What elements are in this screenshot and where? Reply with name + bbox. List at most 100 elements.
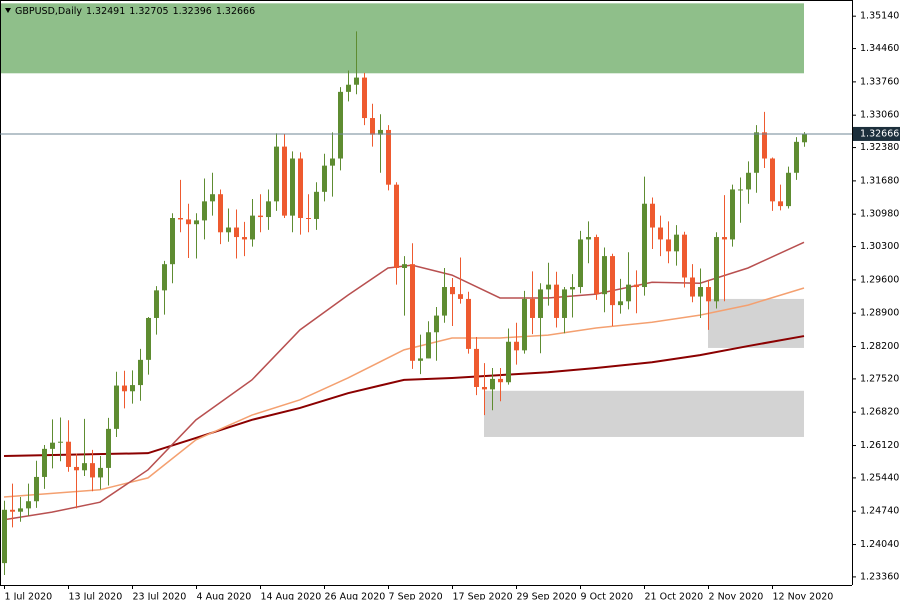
candle-body — [706, 287, 711, 302]
candle-body — [546, 284, 551, 290]
candle-body — [146, 317, 151, 360]
candle-body — [194, 220, 199, 225]
close-price: 1.32666 — [216, 6, 255, 17]
candle-body — [378, 129, 383, 135]
candle-body — [42, 448, 47, 477]
candle-body — [130, 385, 135, 392]
y-tick-label: 1.28200 — [860, 341, 899, 352]
candle-body — [114, 385, 119, 429]
low-price: 1.32396 — [173, 6, 212, 17]
candle-body — [674, 234, 679, 252]
y-tick-label: 1.24040 — [860, 539, 899, 550]
candle-body — [474, 348, 479, 387]
x-tick-label: 13 Jul 2020 — [69, 592, 123, 600]
y-tick-label: 1.26120 — [860, 440, 899, 451]
candle-body — [322, 165, 327, 192]
header-text: GBPUSD,Daily 1.32491 1.32705 1.32396 1.32666 — [15, 6, 255, 17]
candle-body — [82, 463, 87, 471]
candle-body — [394, 184, 399, 268]
candle-body — [178, 218, 183, 220]
candle-body — [362, 77, 367, 119]
candle-body — [10, 509, 15, 512]
moving-average — [3, 241, 805, 521]
candle-body — [226, 227, 231, 233]
candle-body — [442, 287, 447, 316]
candle-body — [50, 442, 55, 449]
candle-body — [602, 256, 607, 295]
candle-body — [506, 341, 511, 383]
candle-body — [682, 234, 687, 278]
x-tick-label: 17 Sep 2020 — [453, 592, 513, 600]
x-tick-label: 21 Oct 2020 — [645, 592, 704, 600]
candle-body — [298, 158, 303, 219]
candle-body — [802, 133, 807, 143]
high-price: 1.32705 — [129, 6, 168, 17]
candle-body — [450, 287, 455, 295]
candle-body — [258, 215, 263, 218]
candle-body — [730, 189, 735, 240]
candle-body — [650, 203, 655, 228]
candle-body — [98, 467, 103, 478]
candle-body — [418, 358, 423, 361]
y-tick-label: 1.33060 — [860, 110, 899, 121]
x-tick-label: 14 Aug 2020 — [261, 592, 322, 600]
menu-arrow[interactable] — [5, 8, 11, 13]
candle-body — [338, 91, 343, 159]
candle-body — [714, 237, 719, 302]
candle-body — [274, 146, 279, 202]
y-tick-label: 1.34460 — [860, 43, 899, 54]
candle-body — [570, 287, 575, 290]
price-tag — [853, 126, 900, 141]
candle-body — [522, 298, 527, 351]
candle-body — [66, 441, 71, 467]
candle-body — [154, 290, 159, 318]
candle-body — [778, 201, 783, 207]
candle-body — [690, 277, 695, 297]
candle-body — [610, 256, 615, 306]
candle-body — [562, 289, 567, 318]
y-tick-label: 1.30300 — [860, 241, 899, 252]
candle-body — [170, 218, 175, 265]
candle-body — [314, 191, 319, 219]
candle-body — [458, 294, 463, 299]
candle-body — [242, 237, 247, 240]
candle-body — [466, 298, 471, 349]
candle-body — [234, 227, 239, 238]
candle-body — [218, 194, 223, 233]
candle-body — [698, 287, 703, 297]
zone — [484, 390, 804, 437]
candle-body — [634, 284, 639, 288]
open-price: 1.32491 — [86, 6, 125, 17]
zone — [0, 3, 804, 74]
x-tick-label: 4 Aug 2020 — [197, 592, 252, 600]
candle-body — [282, 146, 287, 216]
candle-body — [786, 172, 791, 207]
y-tick-label: 1.29600 — [860, 274, 899, 285]
candle-body — [106, 428, 111, 468]
candle-body — [658, 227, 663, 240]
candle-body — [426, 332, 431, 359]
candle-body — [346, 84, 351, 92]
candle-body — [530, 298, 535, 318]
y-tick-label: 1.28900 — [860, 308, 899, 319]
candle-body — [138, 359, 143, 386]
candle-body — [618, 301, 623, 306]
candle-body — [122, 385, 127, 392]
symbol: GBPUSD,Daily — [15, 6, 82, 17]
candle-body — [18, 508, 23, 512]
candle-body — [642, 203, 647, 288]
x-tick-label: 7 Sep 2020 — [389, 592, 443, 600]
candles — [2, 31, 807, 576]
candle-body — [738, 189, 743, 191]
x-tick-label: 12 Nov 2020 — [773, 592, 834, 600]
y-tick-label: 1.24740 — [860, 506, 899, 517]
candle-body — [666, 239, 671, 252]
candle-body — [490, 378, 495, 390]
candle-body — [250, 215, 255, 240]
candle-body — [762, 132, 767, 159]
candle-body — [482, 386, 487, 390]
candle-body — [434, 315, 439, 333]
candle-body — [770, 158, 775, 202]
